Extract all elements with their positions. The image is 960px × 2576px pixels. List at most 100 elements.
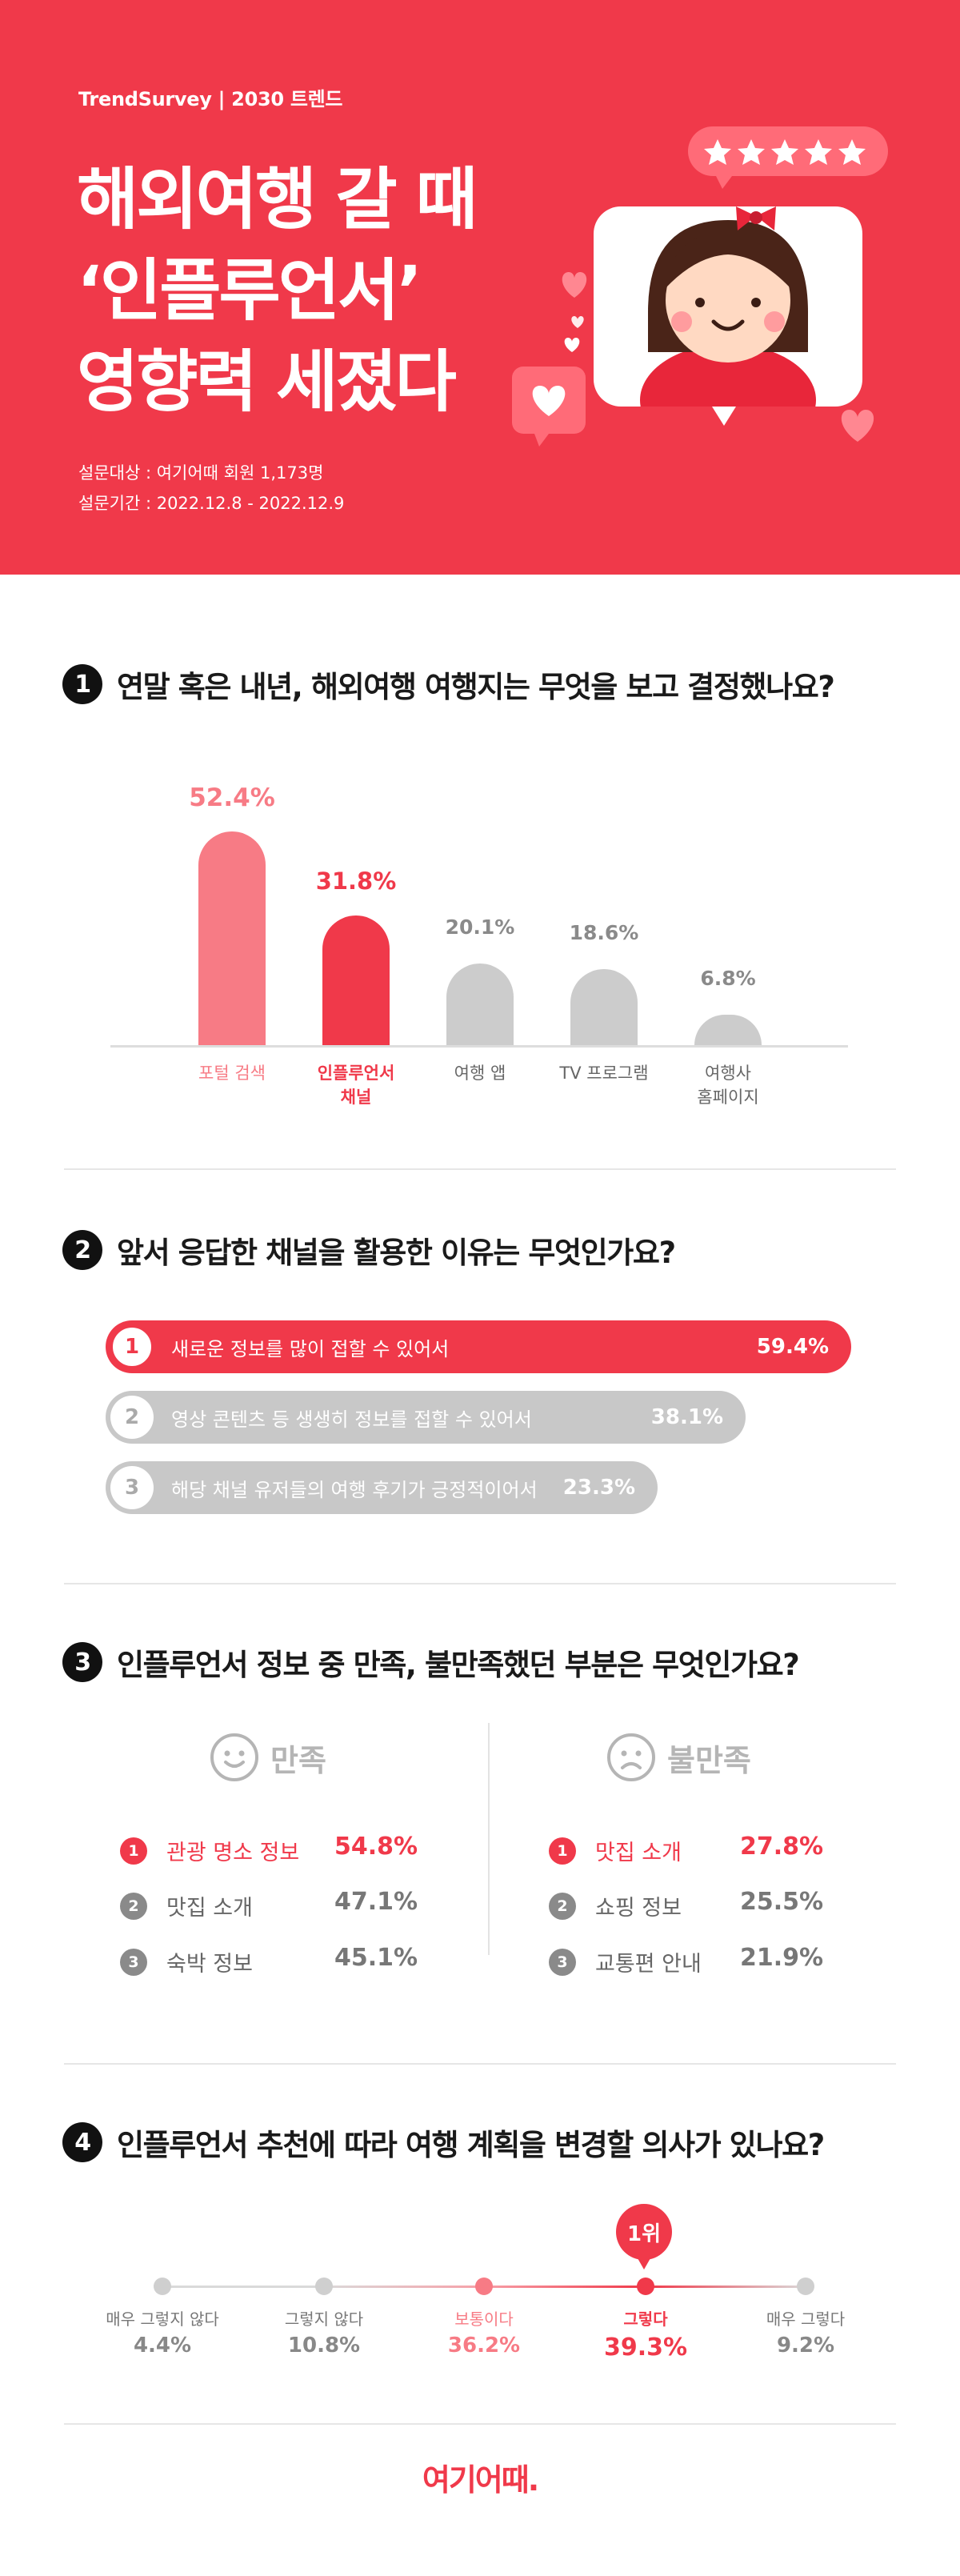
rank-number: 1 bbox=[110, 1325, 154, 1368]
dissatisfied-label: 맛집 소개 bbox=[595, 1841, 682, 1865]
bar bbox=[446, 963, 514, 1045]
survey-target: 설문대상 : 여기어때 회원 1,173명 bbox=[78, 463, 324, 483]
hero-title-line-3: 영향력 세졌다 bbox=[77, 343, 457, 421]
smile-face-icon bbox=[210, 1733, 258, 1781]
question-2: 2 앞서 응답한 채널을 활용한 이유는 무엇인가요? bbox=[62, 1228, 676, 1272]
reason-bar: 2 영상 콘텐츠 등 생생히 정보를 접할 수 있어서 38.1% bbox=[106, 1391, 746, 1444]
scale-point bbox=[637, 2278, 654, 2295]
reason-percent: 23.3% bbox=[562, 1476, 635, 1500]
chart-baseline bbox=[110, 1045, 848, 1048]
heart-icon bbox=[571, 316, 584, 328]
satisfied-heading: 만족 bbox=[210, 1733, 326, 1782]
section-divider bbox=[64, 2423, 896, 2425]
scale-point bbox=[315, 2278, 333, 2295]
rating-stars-bubble-icon bbox=[688, 126, 888, 189]
scale-label: 매우 그렇다 bbox=[766, 2310, 846, 2329]
satisfied-percent: 45.1% bbox=[334, 1944, 418, 1972]
question-4-text: 인플루언서 추천에 따라 여행 계획을 변경할 의사가 있나요? bbox=[117, 2128, 825, 2162]
top-rank-badge: 1위 bbox=[616, 2204, 672, 2270]
satisfied-heading-text: 만족 bbox=[270, 1742, 326, 1778]
bar-value-label: 20.1% bbox=[445, 915, 515, 939]
scale-percent: 4.4% bbox=[133, 2334, 192, 2358]
scale-percent: 9.2% bbox=[776, 2334, 835, 2358]
bar bbox=[694, 1015, 762, 1045]
reason-bar: 3 해당 채널 유저들의 여행 후기가 긍정적이어서 23.3% bbox=[106, 1461, 658, 1514]
reason-label: 새로운 정보를 많이 접할 수 있어서 bbox=[171, 1337, 450, 1360]
satisfied-percent: 47.1% bbox=[334, 1888, 418, 1916]
scale-label: 그렇지 않다 bbox=[284, 2310, 364, 2329]
dissatisfied-label: 쇼핑 정보 bbox=[595, 1896, 682, 1921]
reason-percent: 59.4% bbox=[756, 1335, 829, 1359]
satisfied-item: 3 숙박 정보 bbox=[120, 1946, 253, 1977]
reason-percent: 38.1% bbox=[650, 1405, 723, 1429]
question-number-3: 3 bbox=[62, 1642, 102, 1682]
profile-card-icon bbox=[594, 206, 862, 426]
dissatisfied-percent: 25.5% bbox=[740, 1888, 824, 1916]
question-1-text: 연말 혹은 내년, 해외여행 여행지는 무엇을 보고 결정했나요? bbox=[117, 670, 835, 704]
bar-category-label: 포털 검색 bbox=[176, 1061, 288, 1085]
question-number-2: 2 bbox=[62, 1230, 102, 1270]
question-number-1: 1 bbox=[62, 664, 102, 704]
heart-icon bbox=[562, 272, 587, 298]
bar-value-label: 31.8% bbox=[315, 867, 397, 895]
dissatisfied-heading-text: 불만족 bbox=[667, 1742, 751, 1778]
bar-category-label: TV 프로그램 bbox=[548, 1061, 660, 1085]
scale-percent: 39.3% bbox=[603, 2334, 688, 2362]
hero-title-line-2: ‘인플루언서’ bbox=[77, 251, 422, 330]
bar-category-line: 채널 bbox=[340, 1088, 372, 1107]
satisfied-item: 1 관광 명소 정보 bbox=[120, 1835, 299, 1866]
dissatisfied-item: 3 교통편 안내 bbox=[549, 1946, 702, 1977]
satisfied-percent: 54.8% bbox=[334, 1833, 418, 1861]
question-3-text: 인플루언서 정보 중 만족, 불만족했던 부분은 무엇인가요? bbox=[117, 1648, 800, 1682]
hero-title-line-1: 해외여행 갈 때 bbox=[77, 160, 478, 238]
hero-title: 해외여행 갈 때 ‘인플루언서’ 영향력 세졌다 bbox=[77, 154, 478, 427]
section-divider bbox=[64, 1583, 896, 1584]
sad-face-icon bbox=[607, 1733, 655, 1781]
heart-icon bbox=[564, 338, 580, 352]
bar-value-label: 18.6% bbox=[569, 921, 639, 944]
scale-label: 매우 그렇지 않다 bbox=[106, 2310, 219, 2329]
bar bbox=[570, 969, 638, 1045]
brand-logo: 여기어때. bbox=[422, 2462, 539, 2498]
bar-category-line: 여행 앱 bbox=[454, 1064, 506, 1083]
dissatisfied-percent: 21.9% bbox=[740, 1944, 824, 1972]
question-4: 4 인플루언서 추천에 따라 여행 계획을 변경할 의사가 있나요? bbox=[62, 2121, 825, 2164]
bar-category-line: 여행사 bbox=[705, 1064, 751, 1083]
dissatisfied-item: 2 쇼핑 정보 bbox=[549, 1890, 682, 1921]
rank-number: 2 bbox=[120, 1892, 147, 1920]
hero-header: TrendSurvey | 2030 트렌드 해외여행 갈 때 ‘인플루언서’ … bbox=[0, 0, 960, 575]
bar-category-line: 포털 검색 bbox=[198, 1064, 266, 1083]
scale-percent: 10.8% bbox=[287, 2334, 361, 2358]
dissatisfied-item: 1 맛집 소개 bbox=[549, 1835, 682, 1866]
heart-icon bbox=[841, 410, 874, 442]
question-3: 3 인플루언서 정보 중 만족, 불만족했던 부분은 무엇인가요? bbox=[62, 1641, 800, 1684]
survey-period: 설문기간 : 2022.12.8 - 2022.12.9 bbox=[78, 494, 345, 513]
bar bbox=[198, 831, 266, 1045]
question-2-text: 앞서 응답한 채널을 활용한 이유는 무엇인가요? bbox=[117, 1236, 676, 1270]
section-divider bbox=[64, 1168, 896, 1170]
scale-point bbox=[797, 2278, 814, 2295]
reason-bar: 1 새로운 정보를 많이 접할 수 있어서 59.4% bbox=[106, 1320, 851, 1373]
brand-label: TrendSurvey | 2030 트렌드 bbox=[78, 88, 343, 110]
rank-number: 2 bbox=[110, 1396, 154, 1439]
bar-category-line: 인플루언서 bbox=[317, 1064, 395, 1083]
bar-category-line: TV 프로그램 bbox=[559, 1064, 649, 1083]
scale-label: 보통이다 bbox=[454, 2310, 514, 2329]
satisfied-label: 관광 명소 정보 bbox=[166, 1841, 300, 1865]
rank-number: 3 bbox=[110, 1466, 154, 1509]
question-1: 1 연말 혹은 내년, 해외여행 여행지는 무엇을 보고 결정했나요? bbox=[62, 663, 835, 706]
satisfied-item: 2 맛집 소개 bbox=[120, 1890, 253, 1921]
satisfied-label: 맛집 소개 bbox=[166, 1896, 253, 1921]
scale-point bbox=[154, 2278, 171, 2295]
dissatisfied-label: 교통편 안내 bbox=[595, 1952, 702, 1977]
influencer-illustration bbox=[512, 126, 888, 447]
rank-number: 1 bbox=[549, 1837, 576, 1865]
reason-label: 영상 콘텐츠 등 생생히 정보를 접할 수 있어서 bbox=[171, 1408, 532, 1431]
question-number-4: 4 bbox=[62, 2122, 102, 2162]
bar-value-label: 6.8% bbox=[700, 967, 756, 990]
rank-number: 3 bbox=[120, 1948, 147, 1976]
rank-number: 1 bbox=[120, 1837, 147, 1865]
scale-point bbox=[475, 2278, 493, 2295]
column-separator bbox=[488, 1723, 490, 1955]
